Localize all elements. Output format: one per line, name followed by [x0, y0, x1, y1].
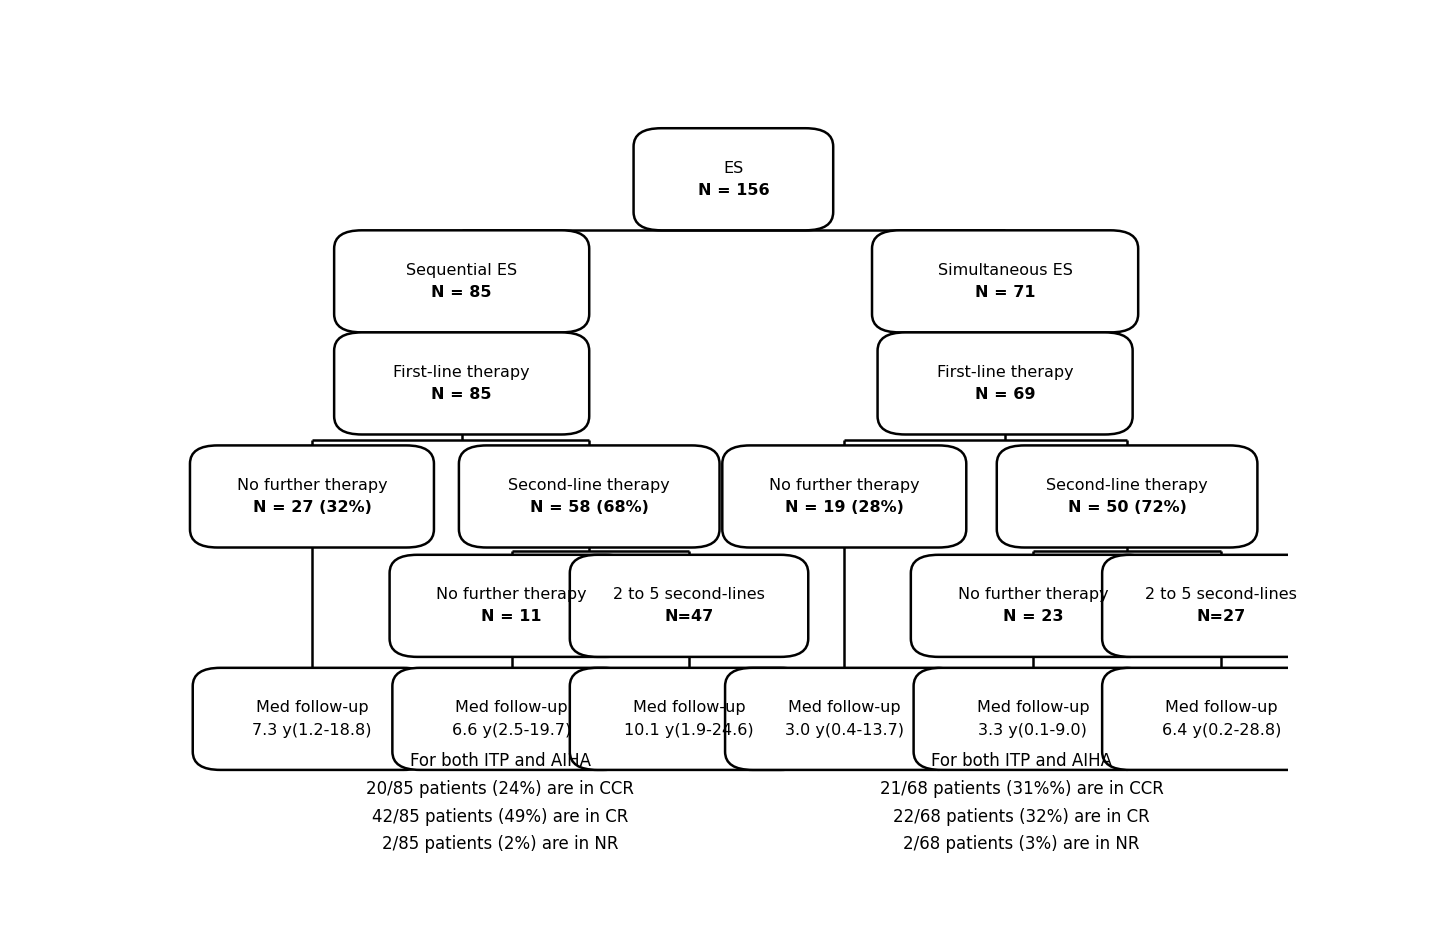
Text: Med follow-up: Med follow-up [1165, 700, 1278, 715]
FancyBboxPatch shape [726, 668, 963, 770]
Text: Second-line therapy: Second-line therapy [1046, 478, 1208, 492]
Text: No further therapy: No further therapy [236, 478, 388, 492]
Text: 3.3 y(0.1-9.0): 3.3 y(0.1-9.0) [979, 723, 1088, 738]
FancyBboxPatch shape [335, 230, 590, 332]
Text: Simultaneous ES: Simultaneous ES [937, 262, 1073, 277]
Text: N = 71: N = 71 [975, 285, 1036, 300]
Text: N = 23: N = 23 [1003, 610, 1063, 624]
Text: N = 58 (68%): N = 58 (68%) [529, 500, 648, 515]
Text: First-line therapy: First-line therapy [937, 365, 1073, 380]
Text: N = 85: N = 85 [431, 285, 492, 300]
FancyBboxPatch shape [997, 445, 1258, 547]
Text: 10.1 y(1.9-24.6): 10.1 y(1.9-24.6) [624, 723, 754, 738]
FancyBboxPatch shape [723, 445, 966, 547]
Text: Med follow-up: Med follow-up [256, 700, 368, 715]
Text: Med follow-up: Med follow-up [788, 700, 900, 715]
FancyBboxPatch shape [389, 555, 634, 657]
Text: 2 to 5 second-lines: 2 to 5 second-lines [612, 587, 766, 602]
FancyBboxPatch shape [871, 230, 1138, 332]
Text: Second-line therapy: Second-line therapy [508, 478, 670, 492]
FancyBboxPatch shape [570, 668, 809, 770]
Text: 6.4 y(0.2-28.8): 6.4 y(0.2-28.8) [1162, 723, 1281, 738]
FancyBboxPatch shape [392, 668, 631, 770]
Text: No further therapy: No further therapy [436, 587, 587, 602]
Text: N=47: N=47 [664, 610, 714, 624]
FancyBboxPatch shape [1102, 555, 1341, 657]
FancyBboxPatch shape [877, 332, 1133, 435]
Text: N = 27 (32%): N = 27 (32%) [252, 500, 372, 515]
FancyBboxPatch shape [459, 445, 720, 547]
Text: N = 50 (72%): N = 50 (72%) [1068, 500, 1186, 515]
Text: Med follow-up: Med follow-up [976, 700, 1089, 715]
Text: N = 156: N = 156 [697, 183, 770, 198]
FancyBboxPatch shape [634, 128, 833, 230]
FancyBboxPatch shape [912, 555, 1155, 657]
Text: No further therapy: No further therapy [768, 478, 920, 492]
Text: N = 11: N = 11 [481, 610, 542, 624]
Text: N = 69: N = 69 [975, 387, 1036, 402]
FancyBboxPatch shape [335, 332, 590, 435]
Text: Med follow-up: Med follow-up [633, 700, 746, 715]
Text: For both ITP and AIHA
20/85 patients (24%) are in CCR
42/85 patients (49%) are i: For both ITP and AIHA 20/85 patients (24… [366, 752, 634, 853]
FancyBboxPatch shape [570, 555, 809, 657]
Text: For both ITP and AIHA
21/68 patients (31%%) are in CCR
22/68 patients (32%) are : For both ITP and AIHA 21/68 patients (31… [880, 752, 1163, 853]
FancyBboxPatch shape [190, 445, 434, 547]
FancyBboxPatch shape [1102, 668, 1341, 770]
Text: 6.6 y(2.5-19.7): 6.6 y(2.5-19.7) [452, 723, 571, 738]
Text: Sequential ES: Sequential ES [406, 262, 517, 277]
Text: N=27: N=27 [1196, 610, 1246, 624]
Text: ES: ES [723, 161, 744, 175]
Text: N = 19 (28%): N = 19 (28%) [784, 500, 904, 515]
Text: No further therapy: No further therapy [957, 587, 1108, 602]
FancyBboxPatch shape [913, 668, 1152, 770]
Text: First-line therapy: First-line therapy [394, 365, 529, 380]
Text: 2 to 5 second-lines: 2 to 5 second-lines [1145, 587, 1298, 602]
Text: Med follow-up: Med follow-up [455, 700, 568, 715]
Text: 7.3 y(1.2-18.8): 7.3 y(1.2-18.8) [252, 723, 372, 738]
Text: N = 85: N = 85 [431, 387, 492, 402]
FancyBboxPatch shape [193, 668, 431, 770]
Text: 3.0 y(0.4-13.7): 3.0 y(0.4-13.7) [784, 723, 904, 738]
